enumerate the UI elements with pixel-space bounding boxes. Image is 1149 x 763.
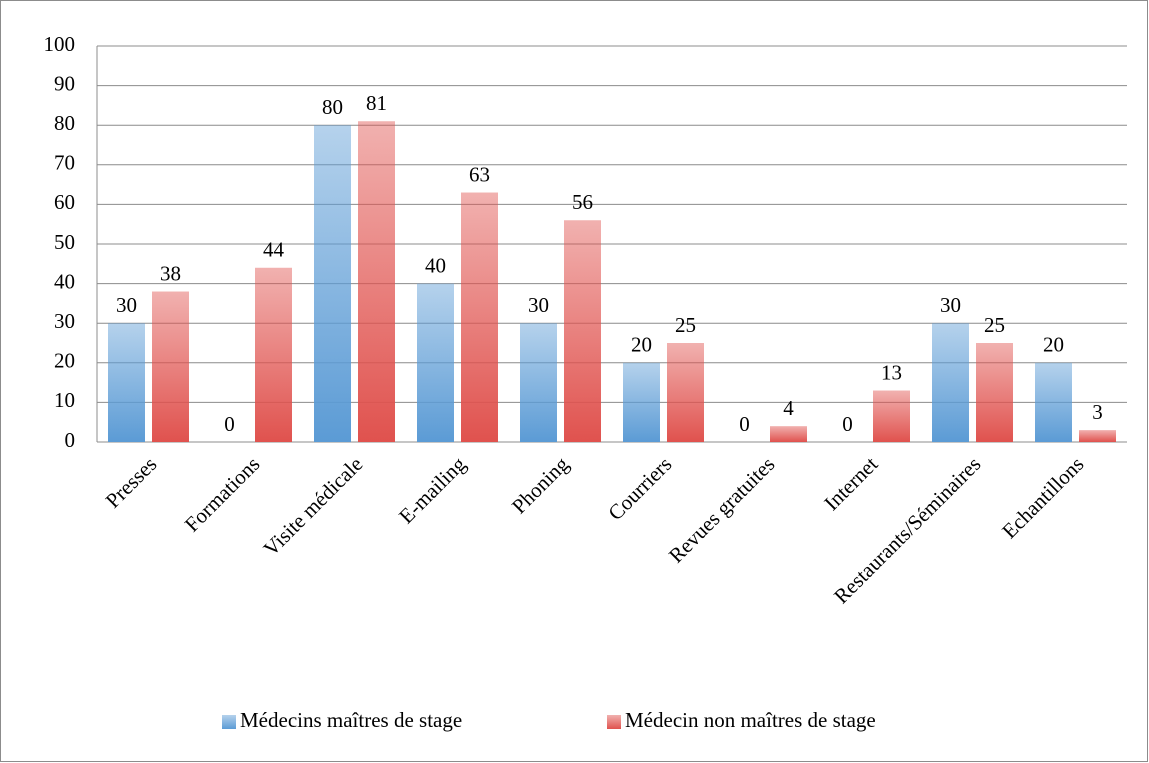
bar <box>1035 362 1072 442</box>
bar <box>358 121 395 443</box>
legend-swatch <box>222 715 236 729</box>
bar <box>770 426 807 442</box>
value-label: 30 <box>116 293 137 317</box>
legend-label: Médecins maîtres de stage <box>240 708 462 732</box>
bar <box>314 125 351 442</box>
y-tick-label: 90 <box>54 71 75 95</box>
bar <box>520 323 557 442</box>
value-label: 40 <box>425 253 446 277</box>
value-label: 4 <box>783 396 794 420</box>
bar <box>873 390 910 442</box>
value-label: 13 <box>881 360 902 384</box>
y-tick-label: 20 <box>54 349 75 373</box>
value-label: 30 <box>528 293 549 317</box>
bar <box>623 362 660 442</box>
value-label: 81 <box>366 91 387 115</box>
y-tick-label: 100 <box>44 32 76 56</box>
y-tick-label: 60 <box>54 190 75 214</box>
value-label: 25 <box>675 313 696 337</box>
value-label: 25 <box>984 313 1005 337</box>
y-tick-label: 30 <box>54 309 75 333</box>
bar <box>152 291 189 442</box>
bar <box>255 267 292 442</box>
legend-swatch <box>607 715 621 729</box>
value-label: 80 <box>322 95 343 119</box>
value-label: 30 <box>940 293 961 317</box>
y-tick-label: 50 <box>54 230 75 254</box>
bar <box>976 343 1013 442</box>
y-tick-label: 10 <box>54 388 75 412</box>
bar <box>932 323 969 442</box>
bar <box>564 220 601 442</box>
value-label: 20 <box>1043 333 1064 357</box>
bar <box>461 192 498 442</box>
bar <box>667 343 704 442</box>
y-tick-label: 0 <box>65 428 76 452</box>
value-label: 38 <box>160 261 181 285</box>
value-label: 0 <box>842 412 853 436</box>
value-label: 44 <box>263 238 285 262</box>
legend-label: Médecin non maîtres de stage <box>625 708 876 732</box>
value-label: 0 <box>224 412 235 436</box>
value-label: 63 <box>469 162 490 186</box>
bar <box>108 323 145 442</box>
value-label: 0 <box>739 412 750 436</box>
value-label: 20 <box>631 333 652 357</box>
value-label: 3 <box>1092 400 1103 424</box>
value-label: 56 <box>572 190 593 214</box>
y-tick-label: 80 <box>54 111 75 135</box>
y-tick-label: 70 <box>54 151 75 175</box>
bar <box>1079 430 1116 442</box>
y-tick-label: 40 <box>54 269 75 293</box>
bar <box>417 283 454 442</box>
